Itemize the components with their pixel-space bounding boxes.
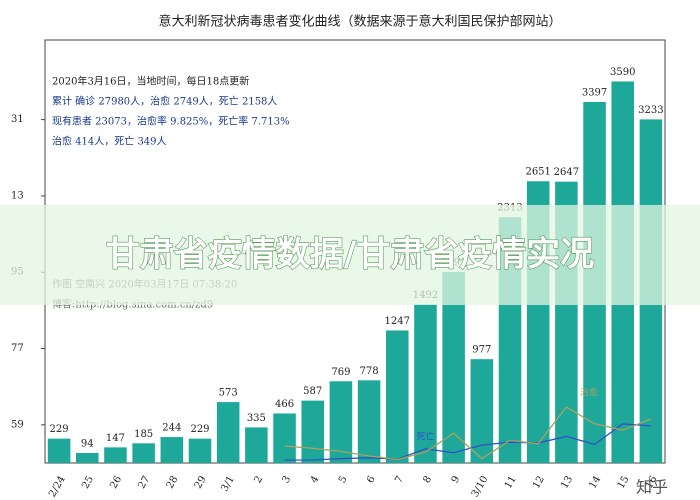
bar xyxy=(273,413,296,463)
annotation: 累计 确诊 27980人，治愈 2749人，死亡 2158人 xyxy=(52,95,277,108)
value-label: 244 xyxy=(162,423,181,434)
bar xyxy=(160,437,184,463)
value-label: 335 xyxy=(247,413,266,424)
x-tick-label: 6 xyxy=(365,474,378,485)
value-label: 147 xyxy=(106,433,125,444)
bar xyxy=(414,304,437,463)
bar xyxy=(470,359,494,463)
bar xyxy=(132,443,155,463)
annotation: 2020年3月16日，当地时间，每日18点更新 xyxy=(52,75,249,88)
x-tick-label: 9 xyxy=(450,474,463,485)
x-tick-label: 7 xyxy=(393,474,406,485)
bar xyxy=(104,447,127,463)
value-label: 3233 xyxy=(638,105,663,116)
y-tick-label: 31 xyxy=(11,114,24,125)
value-label: 185 xyxy=(134,429,153,440)
value-label: 587 xyxy=(303,386,322,397)
chart-title: 意大利新冠状病毒患者变化曲线（数据来源于意大利国民保护部网站） xyxy=(158,14,561,30)
value-label: 573 xyxy=(219,388,238,399)
bar xyxy=(216,402,240,463)
x-tick-label: 3 xyxy=(281,474,294,485)
bar xyxy=(47,438,71,463)
value-label: 229 xyxy=(50,424,69,435)
value-label: 3590 xyxy=(610,67,635,78)
value-label: 1247 xyxy=(385,316,410,327)
x-tick-label: 2 xyxy=(252,474,265,485)
bar xyxy=(188,438,212,463)
value-label: 3397 xyxy=(582,87,607,98)
y-tick-label: 77 xyxy=(11,343,24,354)
value-label: 2651 xyxy=(525,167,550,178)
y-tick-label: 13 xyxy=(11,190,24,201)
bar xyxy=(301,400,324,463)
annotation: 治愈 414人，死亡 349人 xyxy=(52,135,167,148)
value-label: 769 xyxy=(331,367,350,378)
value-label: 778 xyxy=(360,366,379,377)
x-tick-label: 4 xyxy=(309,474,322,485)
value-label: 2647 xyxy=(554,167,579,178)
bar xyxy=(386,330,409,463)
bar xyxy=(245,427,268,463)
y-tick-label: 59 xyxy=(11,419,24,430)
bar xyxy=(357,380,381,463)
series-label: 治愈 xyxy=(580,387,598,399)
annotation: 现有患者 23073，治愈率 9.825%，死亡率 7.713% xyxy=(52,115,290,128)
value-label: 977 xyxy=(472,345,491,356)
value-label: 229 xyxy=(190,424,209,435)
bar xyxy=(329,381,353,463)
series-line xyxy=(284,406,652,461)
bar xyxy=(442,272,465,463)
watermark: 知乎 xyxy=(636,478,668,497)
banner-text: 甘肃省疫情数据/甘肃省疫情实况 xyxy=(106,235,594,275)
bar xyxy=(76,453,99,463)
series-line xyxy=(284,423,651,461)
value-label: 94 xyxy=(81,439,94,450)
x-tick-label: 8 xyxy=(422,474,435,485)
series-label: 死亡 xyxy=(416,431,434,443)
banner-strip xyxy=(0,205,700,305)
x-tick-label: 5 xyxy=(337,474,350,485)
value-label: 466 xyxy=(275,399,294,410)
